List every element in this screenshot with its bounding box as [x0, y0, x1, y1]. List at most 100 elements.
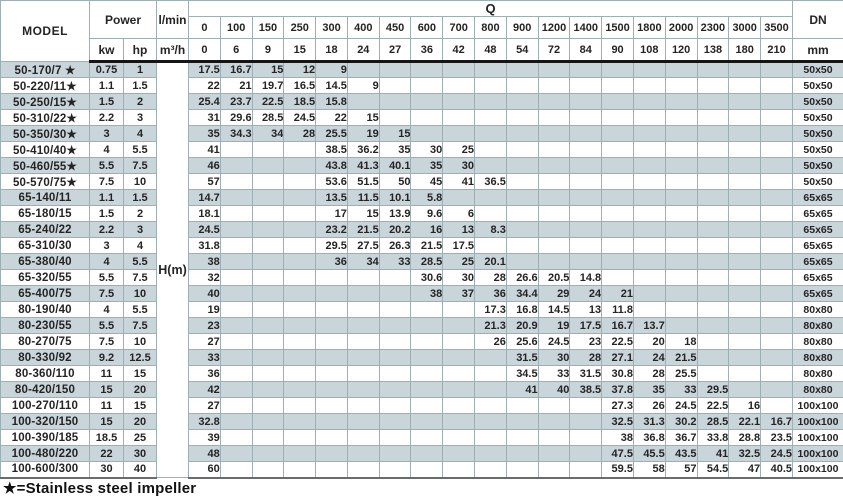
flow-cell: 54.5: [696, 461, 730, 479]
flow-cell: [219, 141, 253, 158]
flow-cell: 25.5: [315, 125, 348, 142]
flow-cell: 27.5: [346, 237, 380, 254]
flow-cell: 59.5: [601, 461, 634, 479]
kw-cell: 3: [89, 125, 124, 142]
flow-cell: [664, 317, 698, 334]
hp-cell: 3: [122, 109, 158, 126]
flow-cell: 23: [569, 333, 603, 350]
flow-cell: [632, 237, 666, 254]
flow-cell: 41: [696, 445, 730, 462]
model-cell: 65-310/30: [0, 237, 90, 254]
mm-header: mm: [792, 38, 843, 63]
flow-cell: 19.7: [251, 77, 285, 94]
flow-cell: 22.5: [696, 397, 730, 414]
flow-cell: [315, 269, 348, 286]
flow-cell: [283, 205, 317, 222]
q-m3h-col-header: 36: [410, 38, 444, 63]
model-cell: 65-140/11: [0, 189, 90, 206]
flow-cell: [251, 317, 285, 334]
model-header: MODEL: [0, 0, 90, 62]
flow-cell: [569, 173, 603, 190]
flow-cell: 39: [188, 429, 221, 446]
flow-cell: [474, 365, 507, 382]
flow-cell: [632, 301, 666, 318]
flow-cell: [378, 397, 412, 414]
flow-cell: [474, 397, 507, 414]
model-cell: 80-190/40: [0, 301, 90, 318]
flow-cell: 35: [188, 125, 221, 142]
flow-cell: 25.6: [505, 333, 539, 350]
flow-cell: [251, 205, 285, 222]
flow-cell: 17.5: [569, 317, 603, 334]
q-m3h-col-header: 0: [188, 38, 221, 63]
flow-cell: [664, 253, 698, 270]
flow-cell: 47: [728, 461, 762, 479]
flow-cell: [760, 333, 793, 350]
flow-cell: [378, 333, 412, 350]
flow-cell: [760, 205, 793, 222]
flow-cell: [283, 189, 317, 206]
hp-cell: 1: [122, 61, 158, 78]
flow-cell: 48: [188, 445, 221, 462]
model-cell: 50-570/75★: [0, 173, 90, 190]
hp-cell: 15: [122, 365, 158, 382]
table-row: 80-230/55 5.5 7.5 23 21.3 20.9 19 17.5 16.7 13.7 8…: [0, 317, 843, 334]
flow-cell: [728, 173, 762, 190]
flow-cell: [537, 77, 571, 94]
hp-cell: 1.5: [122, 189, 158, 206]
flow-cell: [632, 93, 666, 110]
hp-cell: 20: [122, 413, 158, 430]
flow-cell: [346, 381, 380, 398]
q-m3h-col-header: 84: [569, 38, 603, 63]
kw-cell: 5.5: [89, 317, 124, 334]
flow-cell: [442, 333, 476, 350]
flow-cell: [315, 413, 348, 430]
table-row: 65-400/75 7.5 10 40 38 37 36 34.4 29 24 21 65x65: [0, 285, 843, 302]
flow-cell: [537, 189, 571, 206]
flow-cell: [664, 221, 698, 238]
flow-cell: [728, 381, 762, 398]
kw-cell: 4: [89, 301, 124, 318]
flow-cell: [537, 141, 571, 158]
flow-cell: [315, 317, 348, 334]
flow-cell: [696, 173, 730, 190]
flow-cell: 36: [315, 253, 348, 270]
model-cell: 65-240/22: [0, 221, 90, 238]
flow-cell: [251, 365, 285, 382]
flow-cell: 40: [537, 381, 571, 398]
flow-cell: [505, 461, 539, 479]
table-row: 100-600/300 30 40 60 59.5 58 57 54.5 47 40.5 100x1…: [0, 461, 843, 479]
flow-cell: [474, 429, 507, 446]
kw-cell: 7.5: [89, 285, 124, 302]
flow-cell: 30: [442, 157, 476, 174]
flow-cell: 24.5: [537, 333, 571, 350]
flow-cell: [537, 461, 571, 479]
flow-cell: 26: [474, 333, 507, 350]
flow-cell: 31.5: [505, 349, 539, 366]
model-cell: 100-320/150: [0, 413, 90, 430]
flow-cell: [728, 237, 762, 254]
flow-cell: 26.3: [378, 237, 412, 254]
flow-cell: 21: [601, 285, 634, 302]
flow-cell: [728, 61, 762, 78]
flow-cell: [505, 397, 539, 414]
flow-cell: [664, 61, 698, 78]
flow-cell: 25: [442, 141, 476, 158]
dn-cell: 100x100: [792, 445, 843, 462]
flow-cell: [696, 205, 730, 222]
flow-cell: 47.5: [601, 445, 634, 462]
flow-cell: [760, 349, 793, 366]
flow-cell: [696, 285, 730, 302]
flow-cell: [474, 141, 507, 158]
model-cell: 50-410/40★: [0, 141, 90, 158]
flow-cell: 31.8: [188, 237, 221, 254]
flow-cell: [505, 77, 539, 94]
flow-cell: 15: [346, 109, 380, 126]
kw-cell: 7.5: [89, 333, 124, 350]
q-header: Q: [188, 0, 793, 17]
flow-cell: [283, 413, 317, 430]
flow-cell: 38: [601, 429, 634, 446]
flow-cell: 5.8: [410, 189, 444, 206]
flow-cell: [601, 125, 634, 142]
flow-cell: 22: [188, 77, 221, 94]
